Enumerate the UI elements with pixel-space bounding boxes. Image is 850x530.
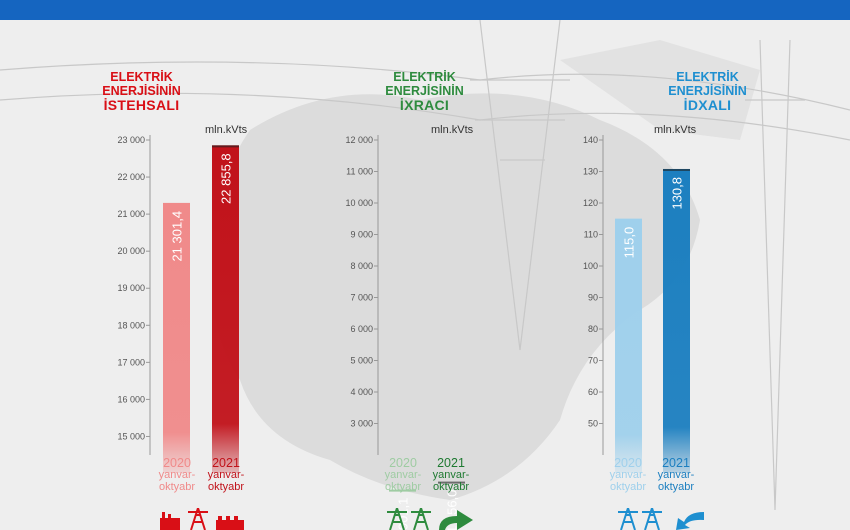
y-tick-label: 120 (583, 198, 598, 208)
y-tick-label: 21 000 (117, 209, 145, 219)
y-tick-label: 100 (583, 261, 598, 271)
export-panel: ELEKTRİK ENERJİSİNİN İXRACI mln.kVts 3 0… (283, 20, 566, 530)
y-tick-label: 8 000 (350, 261, 373, 271)
y-tick-label: 19 000 (117, 283, 145, 293)
bar-cap (163, 202, 190, 205)
y-tick-label: 22 000 (117, 172, 145, 182)
background-map (0, 20, 850, 511)
factory-icon (160, 512, 180, 530)
y-tick-label: 4 000 (350, 387, 373, 397)
power-tower-icon (188, 508, 208, 530)
bar-2020 (163, 202, 190, 473)
title-line: ELEKTRİK (110, 70, 173, 84)
import-icons (618, 508, 704, 530)
bar-cap (615, 218, 642, 221)
x-label-2020: 2020 yanvar- oktyabr (158, 456, 196, 493)
y-tick-label: 18 000 (117, 320, 145, 330)
bar-2020 (615, 218, 642, 473)
import-chart: 50 60 70 80 90 100 110 120 130 140 115,0 130,8 (583, 135, 690, 474)
production-chart: 15 000 16 000 17 000 18 000 19 000 20 000 21 0… (117, 135, 239, 473)
power-tower-icon (618, 508, 638, 530)
header-bar (0, 0, 850, 20)
power-plant-icon (216, 516, 244, 530)
title-line: İDXALI (683, 97, 732, 113)
y-tick-label: 10 000 (345, 198, 373, 208)
y-tick-label: 6 000 (350, 324, 373, 334)
unit-label: mln.kVts (205, 124, 248, 136)
x-label-2021: 2021 yanvar- oktyabr (207, 456, 245, 493)
y-tick-label: 110 (584, 230, 598, 240)
x-label-2020: 2020 yanvar- oktyabr (384, 456, 422, 493)
export-chart: 3 000 4 000 5 000 6 000 7 000 8 000 9 000 10 00… (345, 135, 465, 530)
y-tick-label: 11 000 (346, 167, 373, 177)
title-line: ELEKTRİK (676, 70, 739, 84)
title-line: ELEKTRİK (393, 70, 456, 84)
y-tick-label: 140 (583, 135, 598, 145)
export-arrow-icon (439, 510, 473, 530)
import-arrow-icon (676, 512, 704, 530)
bar-2021 (663, 168, 690, 474)
y-tick-label: 5 000 (350, 356, 373, 366)
bar-value-label: 130,8 (670, 177, 685, 210)
bar-value-label: 21 301,4 (170, 211, 185, 262)
import-panel: ELEKTRİK ENERJİSİNİN İDXALI mln.kVts 50 6… (566, 20, 849, 530)
bar-cap (389, 489, 416, 492)
chart-title: ELEKTRİK ENERJİSİNİN İDXALI (566, 70, 849, 112)
bar-cap (663, 168, 690, 171)
bar-value-label: 22 855,8 (219, 153, 234, 204)
y-tick-label: 15 000 (117, 431, 145, 441)
y-tick-label: 130 (583, 167, 598, 177)
title-line: İXRACI (399, 97, 450, 113)
y-tick-label: 70 (588, 356, 598, 366)
power-tower-icon (387, 508, 407, 530)
y-tick-label: 16 000 (117, 394, 145, 404)
bar-2021 (212, 145, 239, 473)
title-line: ENERJİSİNİN (102, 84, 181, 98)
y-tick-label: 50 (588, 419, 598, 429)
unit-label: mln.kVts (431, 124, 474, 136)
y-tick-label: 90 (588, 293, 598, 303)
x-label-2020: 2020 yanvar- oktyabr (609, 456, 647, 493)
bar-value-label: 115,0 (622, 227, 637, 259)
chart-title: ELEKTRİK ENERJİSİNİN İXRACI (283, 70, 566, 112)
x-label-2021: 2021 yanvar- oktyabr (432, 456, 470, 493)
chart-title: ELEKTRİK ENERJİSİNİN İSTEHSALI (0, 70, 283, 112)
y-tick-label: 3 000 (350, 419, 373, 429)
y-tick-label: 9 000 (350, 230, 373, 240)
x-label-2021: 2021 yanvar- oktyabr (657, 456, 695, 493)
y-tick-label: 20 000 (117, 246, 145, 256)
y-tick-label: 17 000 (117, 357, 145, 367)
bar-cap (212, 145, 239, 148)
unit-label: mln.kVts (654, 124, 697, 136)
production-panel: ELEKTRİK ENERJİSİNİN İSTEHSALI mln.kVts … (0, 20, 283, 530)
export-icons (387, 508, 473, 530)
y-tick-label: 80 (588, 324, 598, 334)
production-icons (160, 508, 244, 530)
y-tick-label: 23 000 (117, 135, 145, 145)
title-line: ENERJİSİNİN (668, 84, 747, 98)
title-line: ENERJİSİNİN (385, 84, 464, 98)
title-line: İSTEHSALI (103, 97, 180, 113)
power-tower-icon (642, 508, 662, 530)
y-tick-label: 12 000 (345, 135, 373, 145)
power-tower-icon (411, 508, 431, 530)
y-tick-label: 60 (588, 387, 598, 397)
bar-cap (438, 481, 465, 484)
y-tick-label: 7 000 (350, 293, 373, 303)
